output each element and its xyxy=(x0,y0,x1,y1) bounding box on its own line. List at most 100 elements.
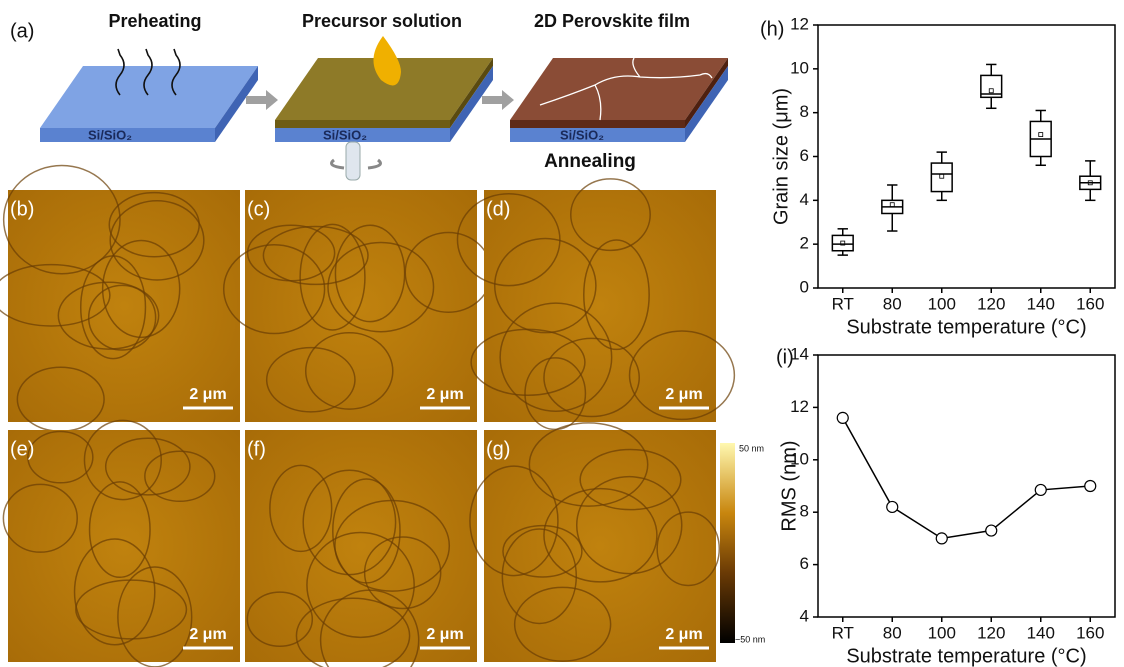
x-tick-label: 100 xyxy=(928,294,956,313)
afm-image xyxy=(8,430,240,662)
box xyxy=(930,162,953,193)
grain xyxy=(583,239,650,351)
grain xyxy=(656,511,721,587)
x-axis-title: Substrate temperature (°C) xyxy=(846,316,1086,338)
scale-bar-label: 2 μm xyxy=(665,626,702,643)
substrate xyxy=(510,57,728,142)
grain xyxy=(262,225,369,286)
y-axis-title: RMS (nm) xyxy=(778,440,800,531)
scale-bar-label: 2 μm xyxy=(189,386,226,403)
y-tick-label: 10 xyxy=(790,449,809,468)
grain xyxy=(101,239,181,339)
grain xyxy=(327,241,435,333)
annealing-label: Annealing xyxy=(544,151,636,172)
grain xyxy=(306,531,415,639)
y-tick-label: 2 xyxy=(800,234,809,253)
grain xyxy=(0,263,111,327)
grain xyxy=(144,450,216,503)
grain xyxy=(57,281,160,350)
panel-label: (e) xyxy=(10,438,34,460)
grain xyxy=(73,538,156,646)
colorbar-min: −50 nm xyxy=(735,634,765,644)
substrate-label: Si/SiO₂ xyxy=(88,127,132,142)
step-title: Precursor solution xyxy=(302,11,462,31)
afm-image xyxy=(484,190,716,422)
x-tick-label: 100 xyxy=(928,623,956,642)
x-tick-label: 140 xyxy=(1027,294,1055,313)
y-tick-label: 10 xyxy=(790,58,809,77)
marker xyxy=(1084,479,1097,493)
grain xyxy=(104,437,191,496)
panel-label: (c) xyxy=(247,198,270,220)
mean xyxy=(889,202,895,208)
x-tick-label: 80 xyxy=(883,294,902,313)
scale-bar-label: 2 μm xyxy=(665,386,702,403)
grain xyxy=(27,430,94,484)
grain xyxy=(575,475,683,575)
grain xyxy=(83,419,162,501)
grain xyxy=(295,597,411,667)
grain xyxy=(543,337,640,418)
grain xyxy=(109,199,205,281)
arrow xyxy=(246,90,278,110)
box xyxy=(980,74,1003,99)
y-tick-label: 6 xyxy=(800,146,809,165)
substrate-label: Si/SiO₂ xyxy=(560,127,604,142)
step-title: 2D Perovskite film xyxy=(534,11,690,31)
y-axis-title: Grain size (μm) xyxy=(770,88,792,225)
grain xyxy=(493,237,597,334)
x-tick-label: 160 xyxy=(1076,294,1104,313)
panel-label: (g) xyxy=(486,438,510,460)
grain xyxy=(334,499,451,592)
mean xyxy=(1038,132,1044,137)
x-tick-label: RT xyxy=(832,623,854,642)
y-tick-label: 12 xyxy=(790,14,809,33)
panel-label: (i) xyxy=(776,346,794,368)
x-tick-label: 120 xyxy=(977,294,1005,313)
grain xyxy=(501,528,578,625)
marker xyxy=(836,411,849,424)
grain xyxy=(88,481,151,579)
grain xyxy=(75,579,188,640)
panel-label: (h) xyxy=(760,18,784,40)
mean xyxy=(939,173,945,179)
marker xyxy=(1034,483,1047,497)
y-tick-label: 0 xyxy=(800,277,809,296)
grain xyxy=(363,536,442,610)
schematic: (a) Preheating Precursor solution 2D Per… xyxy=(10,11,728,181)
y-tick-label: 8 xyxy=(800,102,809,121)
substrate xyxy=(275,36,493,181)
grain xyxy=(513,586,612,662)
grain xyxy=(456,192,561,287)
grain xyxy=(628,330,736,421)
grain xyxy=(87,284,157,351)
grain xyxy=(528,422,649,507)
panel-label: (d) xyxy=(486,198,510,220)
scale-bar-label: 2 μm xyxy=(189,626,226,643)
y-tick-label: 8 xyxy=(800,502,809,521)
grain xyxy=(2,483,78,553)
grain xyxy=(332,478,401,584)
colorbar: 50 nm −50 nm xyxy=(720,443,765,644)
x-tick-label: 160 xyxy=(1076,623,1104,642)
x-tick-label: 140 xyxy=(1027,623,1055,642)
scale-bar-label: 2 μm xyxy=(426,386,463,403)
y-tick-label: 12 xyxy=(790,397,809,416)
grain xyxy=(246,591,314,647)
step-title: Preheating xyxy=(108,11,201,31)
afm-image xyxy=(245,190,477,422)
grain xyxy=(222,243,326,335)
box xyxy=(831,234,854,252)
panel-label: (b) xyxy=(10,198,34,220)
marker xyxy=(886,500,899,514)
grain xyxy=(269,464,333,553)
colorbar-max: 50 nm xyxy=(739,443,764,453)
mean xyxy=(1087,180,1093,186)
y-tick-label: 6 xyxy=(800,554,809,573)
grain xyxy=(499,302,613,412)
marker xyxy=(985,524,998,537)
substrate-label: Si/SiO₂ xyxy=(323,127,367,142)
x-axis-title: Substrate temperature (°C) xyxy=(846,645,1086,667)
x-tick-label: 120 xyxy=(977,623,1005,642)
